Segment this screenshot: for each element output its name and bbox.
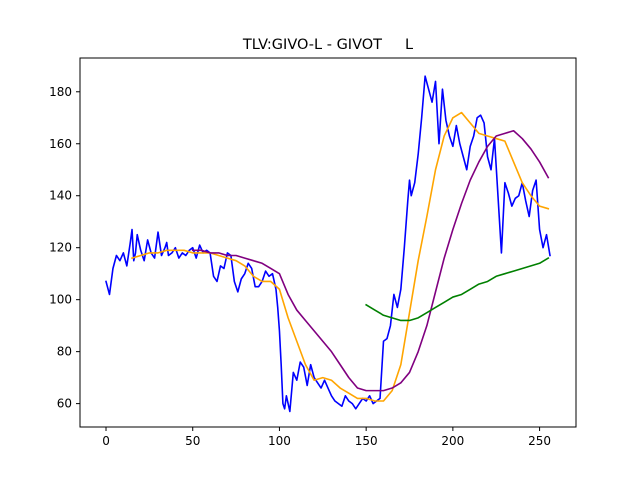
- chart-title: TLV:GIVO-L - GIVOT L: [242, 37, 413, 53]
- series-line-3: [191, 129, 550, 392]
- x-tick-label: 100: [268, 434, 291, 448]
- y-tick-label: 180: [49, 85, 72, 99]
- series-line-4: [365, 256, 550, 322]
- y-tick-label: 160: [49, 137, 72, 151]
- x-tick-label: 50: [185, 434, 200, 448]
- x-tick-label: 0: [102, 434, 110, 448]
- series-layer: [105, 75, 551, 413]
- series-line-2: [131, 111, 550, 402]
- plot-frame: [79, 57, 577, 428]
- x-tick-label: 150: [355, 434, 378, 448]
- y-tick-label: 140: [49, 189, 72, 203]
- x-tick-label: 250: [528, 434, 551, 448]
- x-tick-label: 200: [441, 434, 464, 448]
- y-tick-label: 100: [49, 293, 72, 307]
- y-tick-label: 120: [49, 241, 72, 255]
- series-line-1: [105, 75, 551, 413]
- y-tick-label: 60: [57, 397, 72, 411]
- y-tick-label: 80: [57, 345, 72, 359]
- axes-layer: 0 50 100 150 200 250 60 80 100 120 140 160 180: [49, 57, 577, 448]
